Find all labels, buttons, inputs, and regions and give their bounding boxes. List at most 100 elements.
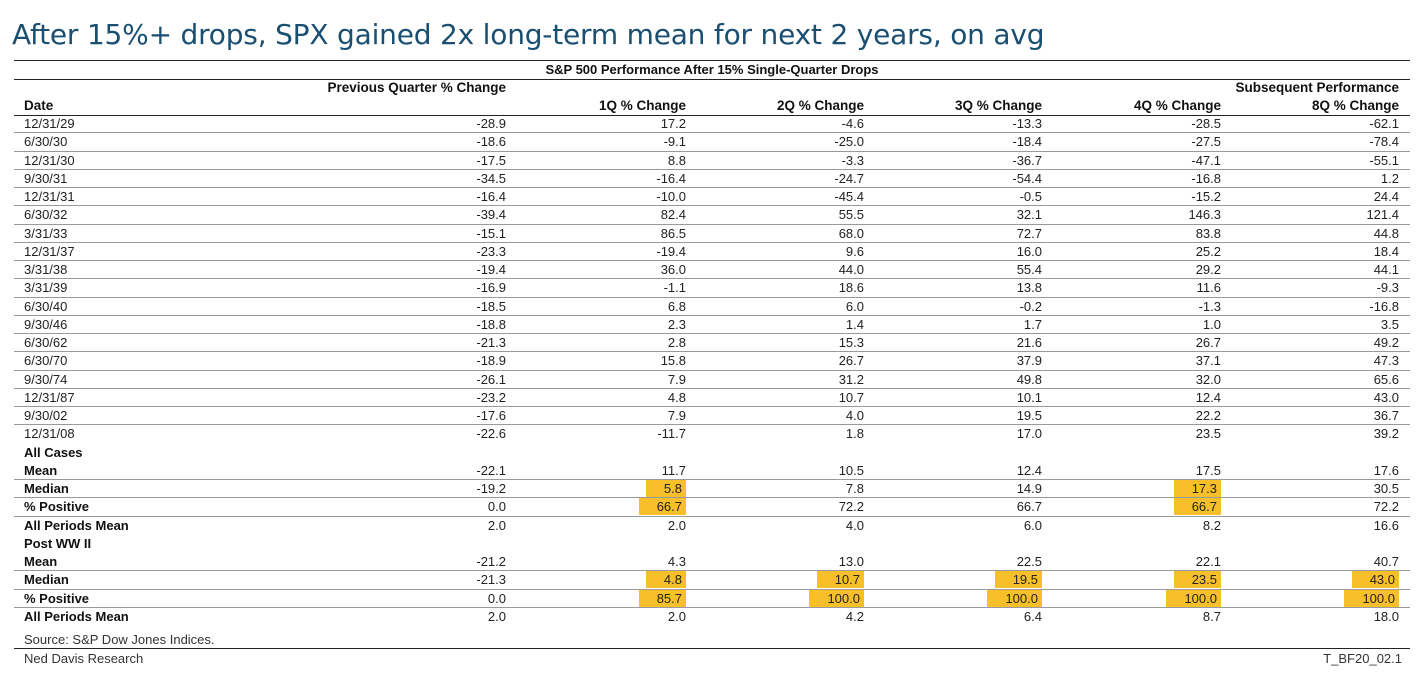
cell-2q: 4.0	[845, 408, 864, 423]
cell-4q: 26.7	[1195, 335, 1221, 350]
column-header-3q: 3Q % Change	[954, 98, 1042, 113]
chart-title: After 15%+ drops, SPX gained 2x long-ter…	[12, 18, 1045, 51]
cell-2q: 68.0	[838, 225, 864, 241]
table-row: 12/31/37 -23.3 -19.4 9.6 16.0 25.2 18.4	[0, 243, 1424, 262]
cell-prev: -19.2	[476, 481, 506, 496]
row-label: 12/31/29	[24, 116, 75, 131]
section-header-row: Post WW II	[0, 535, 1424, 553]
row-label: 9/30/02	[24, 408, 68, 423]
row-label: 6/30/30	[24, 134, 68, 150]
column-header-row: Date 1Q % Change 2Q % Change 3Q % Change…	[0, 97, 1424, 115]
footer-code: T_BF20_02.1	[1323, 651, 1402, 666]
top-rule	[14, 60, 1410, 61]
table-row: 9/30/02 -17.6 7.9 4.0 19.5 22.2 36.7	[0, 407, 1424, 426]
cell-4q: -27.5	[1191, 134, 1221, 150]
cell-prev: -21.3	[476, 335, 506, 350]
table-row: 6/30/30 -18.6 -9.1 -25.0 -18.4 -27.5 -78.4	[0, 133, 1424, 152]
cell-3q: 66.7	[1016, 499, 1042, 515]
cell-2q: 26.7	[838, 353, 864, 369]
cell-4q: 8.2	[1202, 517, 1221, 533]
table-row: 6/30/32 -39.4 82.4 55.5 32.1 146.3 121.4	[0, 206, 1424, 225]
cell-3q: 100.0	[987, 589, 1042, 607]
cell-2q: -45.4	[834, 189, 864, 204]
subtitle-rule	[14, 79, 1410, 80]
cell-8q: 3.5	[1380, 316, 1399, 332]
cell-prev: -16.9	[476, 280, 506, 296]
cell-1q: -9.1	[663, 134, 686, 150]
cell-4q: -47.1	[1191, 152, 1221, 168]
cell-8q: 65.6	[1373, 371, 1399, 387]
row-label: 3/31/39	[24, 280, 68, 296]
cell-2q: 4.0	[845, 517, 864, 533]
cell-3q: -54.4	[1012, 170, 1042, 186]
cell-1q: 11.7	[661, 462, 686, 478]
row-label: 3/31/33	[24, 225, 68, 241]
cell-3q: 16.0	[1016, 243, 1042, 259]
cell-8q: -78.4	[1369, 134, 1399, 150]
cell-8q: 36.7	[1373, 408, 1399, 423]
cell-1q: 2.0	[667, 608, 686, 624]
cell-prev: 2.0	[487, 517, 506, 533]
subsequent-performance-header: Subsequent Performance	[1235, 80, 1399, 95]
row-label: 12/31/37	[24, 243, 75, 259]
row-label: Mean	[24, 554, 58, 569]
cell-3q: 6.4	[1023, 608, 1042, 624]
table-row: % Positive 0.0 66.7 72.2 66.7 66.7 72.2	[0, 498, 1424, 517]
cell-3q: 12.4	[1016, 462, 1042, 478]
row-label: All Periods Mean	[24, 608, 129, 624]
cell-8q: 18.0	[1373, 608, 1399, 624]
table-row: 12/31/87 -23.2 4.8 10.7 10.1 12.4 43.0	[0, 389, 1424, 408]
cell-prev: -23.2	[476, 389, 506, 405]
cell-8q: 39.2	[1373, 426, 1399, 442]
cell-1q: 36.0	[660, 262, 686, 277]
column-header-2q: 2Q % Change	[776, 98, 864, 113]
table-row: % Positive 0.0 85.7 100.0 100.0 100.0 100.0	[0, 589, 1424, 609]
cell-2q: 13.0	[838, 554, 864, 569]
cell-3q: -0.2	[1019, 298, 1042, 314]
cell-3q: -13.3	[1012, 116, 1042, 131]
table-body: 12/31/29 -28.9 17.2 -4.6 -13.3 -28.5 -62.1 6/30…	[0, 115, 1424, 626]
cell-8q: 49.2	[1373, 335, 1399, 350]
cell-4q: -15.2	[1191, 189, 1221, 204]
cell-4q: -28.5	[1191, 116, 1221, 131]
cell-3q: 13.8	[1016, 280, 1042, 296]
cell-8q: -55.1	[1369, 152, 1399, 168]
cell-1q: 85.7	[638, 589, 686, 607]
source-note: Source: S&P Dow Jones Indices.	[24, 632, 215, 647]
cell-4q: 17.5	[1195, 462, 1221, 478]
cell-4q: -16.8	[1191, 170, 1221, 186]
row-label: % Positive	[24, 499, 90, 515]
cell-prev: -26.1	[476, 371, 506, 387]
cell-1q: 5.8	[645, 480, 686, 497]
cell-3q: 17.0	[1016, 426, 1042, 442]
cell-8q: 43.0	[1351, 571, 1399, 589]
cell-8q: -16.8	[1369, 298, 1399, 314]
section-label: All Cases	[24, 444, 83, 460]
row-label: 6/30/40	[24, 298, 68, 314]
cell-1q: 2.8	[667, 335, 686, 350]
table-row: 3/31/39 -16.9 -1.1 18.6 13.8 11.6 -9.3	[0, 279, 1424, 298]
row-label: 6/30/32	[24, 207, 68, 223]
cell-2q: 55.5	[838, 207, 864, 223]
cell-1q: 4.8	[645, 571, 686, 589]
row-label: 12/31/87	[24, 389, 75, 405]
cell-8q: 100.0	[1344, 589, 1399, 607]
cell-2q: -4.6	[841, 116, 864, 131]
cell-3q: -18.4	[1012, 134, 1042, 150]
cell-prev: -39.4	[476, 207, 506, 223]
cell-prev: -22.6	[476, 426, 506, 442]
cell-3q: -0.5	[1019, 189, 1042, 204]
cell-prev: -34.5	[476, 170, 506, 186]
cell-1q: 2.3	[667, 316, 686, 332]
cell-8q: 47.3	[1373, 353, 1399, 369]
table-subtitle: S&P 500 Performance After 15% Single-Qua…	[545, 62, 879, 77]
cell-3q: 49.8	[1016, 371, 1042, 387]
cell-prev: -18.9	[476, 353, 506, 369]
cell-prev: -18.6	[476, 134, 506, 150]
row-label: All Periods Mean	[24, 517, 129, 533]
cell-8q: 43.0	[1373, 389, 1399, 405]
table-row: 3/31/33 -15.1 86.5 68.0 72.7 83.8 44.8	[0, 225, 1424, 244]
cell-3q: 14.9	[1016, 481, 1042, 496]
cell-4q: 37.1	[1195, 353, 1221, 369]
cell-2q: 72.2	[838, 499, 864, 515]
